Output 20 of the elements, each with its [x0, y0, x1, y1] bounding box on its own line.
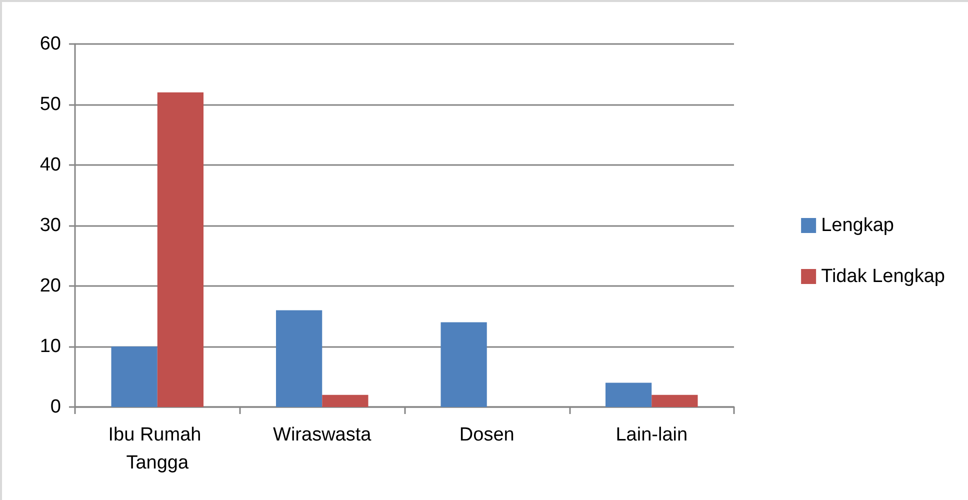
y-tick-label: 30: [40, 215, 61, 236]
x-tick-label: Ibu Rumah Tangga: [108, 424, 206, 474]
bar: [157, 92, 204, 407]
bar: [276, 310, 322, 407]
y-tick-label: 60: [40, 34, 61, 54]
bar: [652, 394, 698, 407]
x-tick-label: Wiraswasta: [273, 424, 372, 446]
bar: [440, 322, 487, 407]
x-tick-label: Lain-lain: [616, 424, 688, 446]
y-tick-label: 40: [40, 154, 61, 176]
y-tick-label: 0: [50, 396, 61, 418]
bar: [111, 346, 158, 407]
y-tick-label: 50: [40, 94, 61, 115]
legend-label: Tidak Lengkap: [821, 266, 945, 287]
bar: [605, 382, 652, 407]
x-tick-label: Dosen: [459, 424, 514, 446]
y-tick-label: 20: [40, 276, 61, 296]
legend-label: Lengkap: [821, 215, 894, 236]
y-tick-label: 10: [40, 336, 61, 357]
bar: [322, 394, 368, 407]
